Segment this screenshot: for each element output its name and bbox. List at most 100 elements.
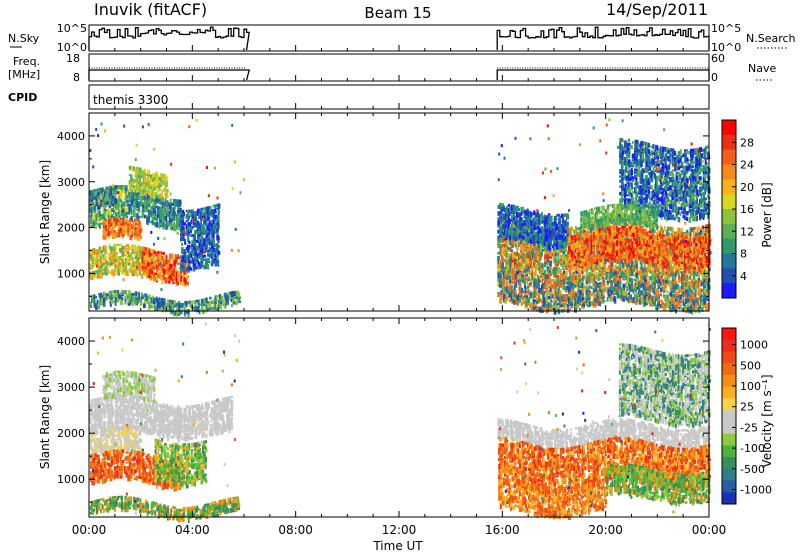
data-cell (163, 298, 166, 302)
data-cell (95, 205, 97, 209)
data-cell (693, 226, 697, 230)
data-cell (514, 236, 517, 242)
data-cell (195, 252, 198, 257)
data-cell (191, 256, 194, 262)
data-cell (110, 198, 113, 202)
data-cell (102, 203, 105, 208)
data-cell (554, 271, 557, 275)
data-cell (523, 232, 526, 235)
data-cell (558, 224, 562, 227)
data-cell (128, 188, 131, 193)
data-cell (553, 266, 556, 269)
data-cell (137, 179, 140, 185)
data-cell (108, 224, 111, 228)
data-cell (155, 192, 158, 196)
data-cell (192, 221, 196, 226)
data-cell (104, 189, 106, 192)
data-cell (143, 168, 146, 172)
data-cell (551, 221, 554, 227)
data-cell (109, 185, 112, 190)
data-cell (176, 207, 180, 214)
data-cell (533, 241, 536, 246)
data-cell (547, 213, 551, 216)
data-cell (96, 249, 99, 253)
data-cell (90, 301, 93, 306)
data-cell (133, 191, 137, 196)
data-cell (203, 219, 206, 225)
data-cell (122, 221, 125, 226)
data-cell (121, 289, 124, 295)
data-cell (113, 229, 117, 235)
data-cell (509, 235, 512, 241)
data-cell (506, 234, 509, 239)
data-cell (130, 203, 133, 208)
data-cell (507, 257, 510, 261)
data-cell (518, 216, 521, 221)
data-cell (151, 269, 153, 275)
data-cell (588, 263, 591, 270)
data-cell (530, 236, 532, 241)
data-cell (671, 272, 675, 277)
data-cell (146, 262, 150, 267)
data-cell (176, 205, 179, 210)
data-cell (211, 242, 214, 247)
data-cell (546, 215, 549, 219)
data-cell (187, 234, 190, 237)
data-cell (188, 209, 190, 213)
data-cell (207, 224, 210, 231)
data-cell (145, 177, 148, 183)
data-cell (520, 239, 523, 245)
data-cell (530, 223, 533, 230)
data-cell (217, 209, 220, 214)
data-cell (544, 280, 547, 285)
data-cell (544, 231, 547, 236)
data-cell (621, 262, 625, 268)
data-cell (142, 273, 146, 277)
data-cell (133, 166, 135, 170)
data-cell (172, 270, 175, 277)
data-cell (516, 250, 519, 256)
data-cell (539, 236, 542, 241)
data-cell (558, 228, 561, 232)
data-cell (589, 230, 593, 236)
data-cell (99, 296, 102, 303)
data-cell (217, 213, 220, 216)
data-cell (143, 253, 146, 259)
data-cell (517, 222, 520, 227)
data-cell (566, 227, 570, 232)
data-cell (147, 199, 150, 204)
data-cell (159, 276, 163, 281)
data-cell (140, 294, 144, 300)
data-cell (509, 210, 511, 213)
data-cell (497, 256, 500, 261)
data-cell (178, 220, 181, 224)
data-cell (155, 222, 159, 228)
data-cell (217, 240, 220, 243)
data-cell (138, 292, 140, 298)
data-cell (181, 214, 183, 218)
data-cell (119, 256, 123, 261)
data-cell (93, 298, 96, 304)
data-cell (517, 253, 520, 257)
data-cell (176, 226, 179, 230)
data-cell (151, 265, 154, 271)
data-cell (499, 260, 503, 265)
data-cell (550, 234, 554, 240)
data-cell (137, 249, 140, 254)
data-cell (128, 207, 131, 213)
data-cell (611, 266, 615, 270)
data-cell (516, 263, 519, 267)
data-cell (161, 264, 165, 270)
data-cell (178, 203, 182, 208)
data-cell (130, 174, 133, 179)
data-cell (128, 296, 131, 301)
data-cell (150, 210, 153, 215)
data-cell (651, 274, 654, 277)
data-cell (593, 220, 596, 227)
data-cell (553, 271, 555, 276)
data-cell (501, 250, 505, 256)
data-cell (114, 187, 118, 190)
data-cell (201, 228, 205, 233)
data-cell (547, 240, 550, 243)
data-cell (577, 227, 580, 230)
